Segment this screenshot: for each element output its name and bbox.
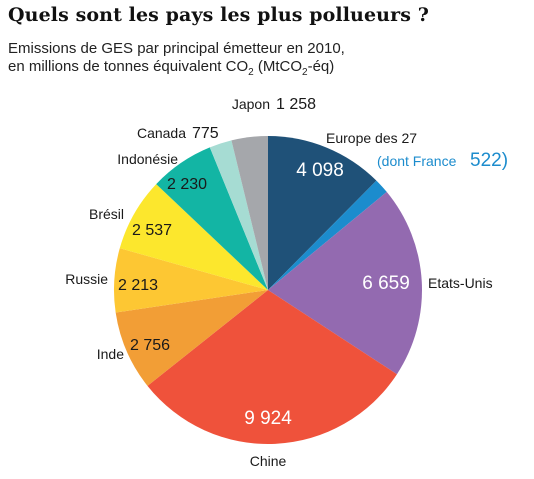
pie-slice-japon [231,136,268,290]
chart-subtitle: Emissions de GES par principal émetteur … [8,40,345,82]
slice-label-inde: Inde [97,346,124,362]
subtitle-sub: 2 [248,67,254,78]
subtitle-line2-pre: en millions de tonnes équivalent CO [8,58,249,75]
slice-label-indonesie: Indonésie [117,151,178,167]
slice-value-chine: 9 924 [244,408,292,429]
subtitle-line2-post: -éq) [307,58,335,75]
pie-slice-chine [147,290,397,444]
slice-label-canada: Canada [137,125,186,141]
slice-value-etats-unis: 6 659 [362,273,410,294]
subtitle-sub2: 2 [302,67,308,78]
slice-label-europe-des-27: Europe des 27 [326,130,417,146]
pie-slice-dont-france [268,180,387,290]
slice-value-inde: 2 756 [130,337,170,354]
pie-slice-europe-des-27 [268,136,377,290]
slice-value-japon: 1 258 [276,96,316,113]
slice-label-dont-france: (dont France [377,153,457,169]
pie-slice-canada [209,140,268,290]
slice-label-bresil: Brésil [89,206,124,222]
subtitle-line2-mid: (MtCO [253,58,303,75]
slice-label-russie: Russie [65,271,108,287]
slice-label-japon: Japon [232,96,270,112]
slice-value-russie: 2 213 [118,277,158,294]
pie-slice-inde [115,290,269,386]
pie-slice-russie [113,248,269,313]
pie-slice-bresil [119,184,268,290]
slice-value-europe-des-27: 4 098 [296,160,344,181]
subtitle-line1: Emissions de GES par principal émetteur … [8,40,345,57]
chart-title: Quels sont les pays les plus pollueurs ? [8,4,429,26]
slice-value-indonesie: 2 230 [167,176,207,193]
slice-value-dont-france: 522) [470,150,508,171]
slice-label-chine: Chine [250,453,287,469]
slice-label-etats-unis: Etats-Unis [428,275,493,291]
pie-slice-indonesie [156,147,268,290]
slice-value-canada: 775 [192,125,219,142]
slice-value-bresil: 2 537 [132,222,172,239]
pie-slice-etats-unis [268,191,422,375]
